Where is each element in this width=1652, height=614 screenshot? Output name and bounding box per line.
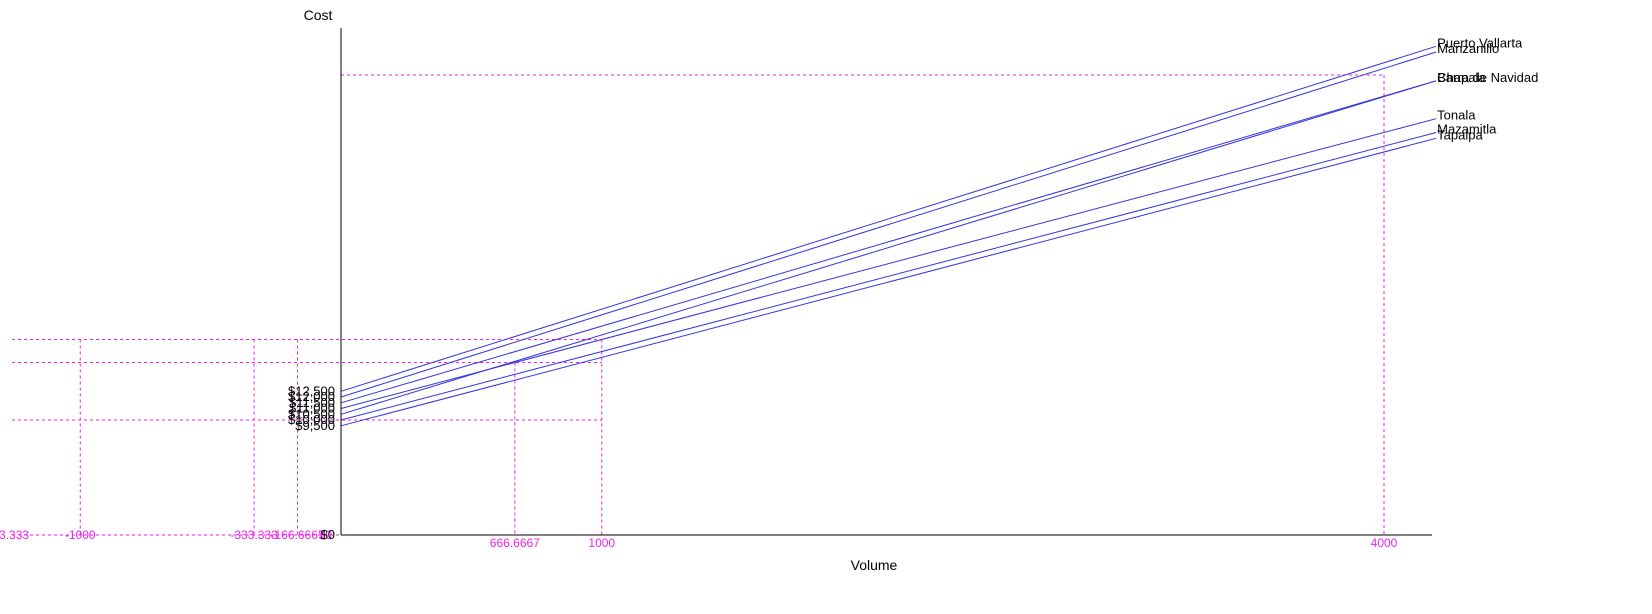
series-label: Tonala — [1437, 108, 1476, 123]
reference-x-label: -166.6667 — [271, 528, 325, 542]
series-line — [340, 45, 1437, 392]
bottom-label: $0 — [319, 528, 333, 542]
y-tick-label: $9,500 — [295, 418, 335, 433]
y-tick-labels: $12,500$12,000$11,500$11,000$10,500$10,0… — [288, 383, 335, 542]
reference-x-label: 1000 — [588, 536, 615, 550]
y-tick-label: $11,000 — [289, 401, 335, 416]
series-lines — [340, 45, 1437, 427]
y-tick-label: $10,000 — [288, 412, 335, 427]
series-line — [340, 132, 1437, 421]
series-line — [340, 118, 1437, 409]
y-tick-label: $11,500 — [289, 395, 335, 410]
series-label: Tapalpa — [1437, 127, 1483, 142]
y-tick-label: $10,500 — [288, 406, 335, 421]
y-tick-label: $12,500 — [288, 383, 335, 398]
reference-x-label: 4000 — [1371, 536, 1398, 550]
reference-lines: -1000-333.333-166.6667666.666710004000-1… — [0, 74, 1398, 550]
series-line — [340, 80, 1437, 415]
y-tick-label: $0 — [321, 527, 335, 542]
series-label: Mazamitla — [1437, 122, 1497, 137]
series-line — [340, 80, 1437, 404]
series-line — [340, 51, 1437, 398]
series-label: Manzanillo — [1437, 41, 1499, 56]
series-label: Puerto Vallarta — [1437, 35, 1523, 50]
bottom-label: -1333.333 — [0, 528, 29, 542]
y-tick-label: $12,000 — [288, 389, 335, 404]
series-line — [340, 137, 1437, 427]
x-axis-title: Volume — [851, 557, 898, 573]
series-label: Chapala — [1437, 70, 1486, 85]
reference-x-label: 666.6667 — [490, 536, 540, 550]
y-axis-title: Cost — [304, 7, 333, 23]
series-label: Barra de Navidad — [1437, 70, 1538, 85]
axes: Cost Volume — [304, 7, 1432, 573]
